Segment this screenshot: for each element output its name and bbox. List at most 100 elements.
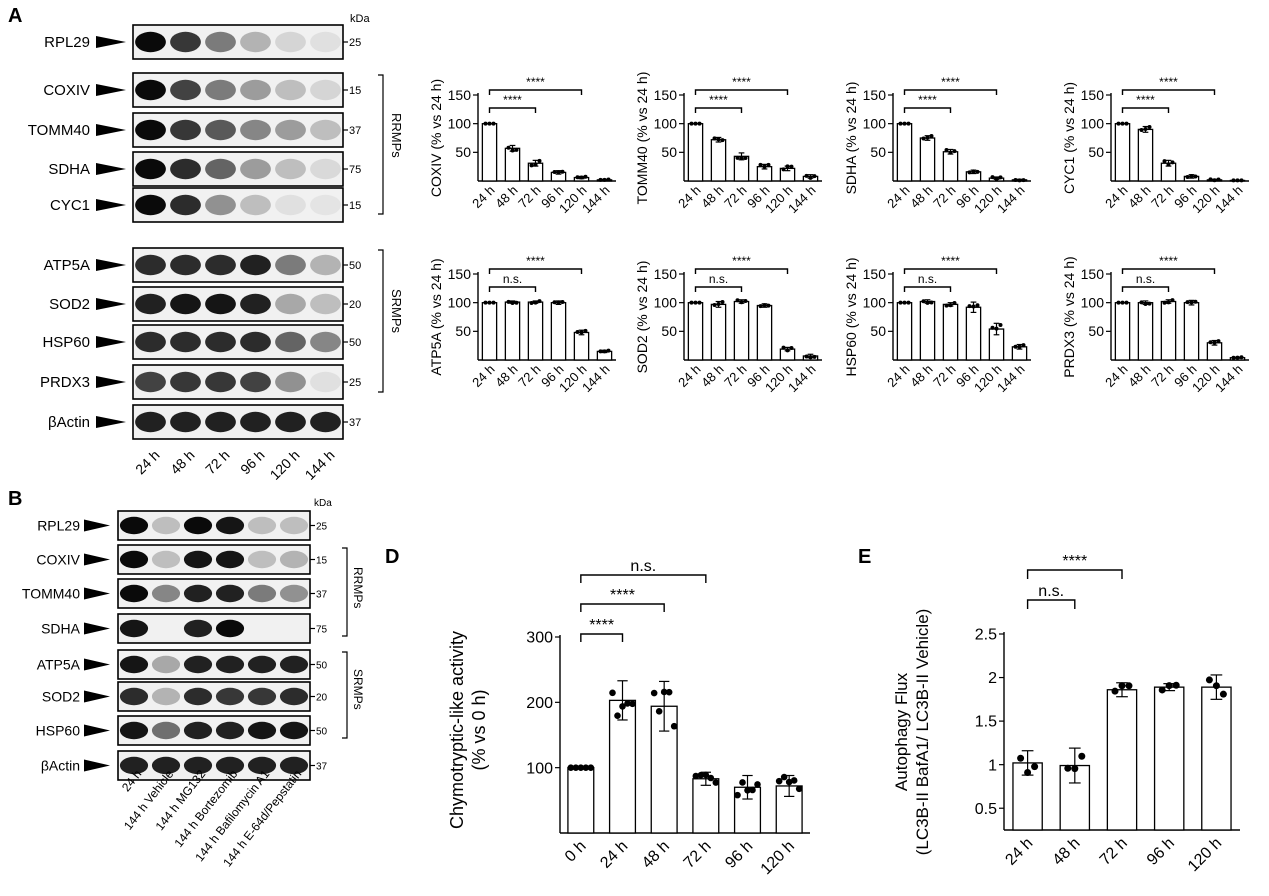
bar [896, 302, 913, 361]
chart-d: 100 200 300 Chymotryptic-like activity (% vs… [447, 558, 810, 878]
data-point [1013, 178, 1018, 183]
blot-band [170, 331, 201, 353]
data-point [1120, 121, 1125, 126]
bar [504, 301, 521, 361]
data-point [766, 162, 771, 167]
blot-band [275, 411, 306, 433]
data-point [1212, 682, 1220, 690]
significance-bracket [580, 633, 624, 642]
data-point [790, 777, 798, 784]
blot-band [215, 516, 245, 535]
data-point [1024, 768, 1032, 776]
data-point [1120, 300, 1125, 305]
data-point [1139, 300, 1144, 305]
significance-label: **** [1159, 75, 1178, 89]
data-point [689, 300, 694, 305]
x-tick-label: 96 h [1144, 835, 1178, 869]
x-tick-label: 96 h [722, 838, 756, 872]
blot-band [170, 254, 201, 276]
blot-band [310, 411, 341, 433]
kda-value: 75 [349, 164, 361, 176]
blot-row-label: TOMM40 [22, 586, 80, 602]
blot-strip [132, 72, 344, 108]
y-axis-label: ATP5A (% vs 24 h) [428, 258, 444, 375]
data-point [1166, 162, 1171, 167]
bar [567, 767, 595, 834]
significance-label: n.s. [918, 272, 937, 286]
blot-band [183, 756, 213, 775]
data-point [785, 348, 790, 353]
data-point [1147, 301, 1152, 306]
blot-band [170, 194, 201, 216]
data-point [812, 354, 817, 359]
significance-bracket [1121, 107, 1170, 113]
data-point [735, 298, 740, 303]
blot-band [135, 411, 166, 433]
data-point [1235, 178, 1240, 183]
kda-value: 15 [349, 200, 361, 212]
data-point [758, 162, 763, 167]
data-point [629, 700, 636, 708]
bar [756, 304, 773, 361]
x-tick-label: 48 h [907, 183, 936, 212]
data-point [929, 300, 934, 305]
y-tick-label: 2.5 [975, 627, 997, 644]
group-bracket-rrmps-a: RRMPs [378, 74, 404, 215]
data-point [921, 299, 926, 304]
x-tick-label: 48 h [492, 183, 521, 212]
bar [1114, 302, 1131, 361]
significance-bracket [1121, 286, 1170, 292]
x-tick-label: 0 h [562, 838, 590, 866]
blot-band [119, 687, 149, 706]
data-point [739, 156, 744, 161]
data-point [491, 121, 496, 126]
significance-bracket [694, 268, 789, 274]
data-point [898, 121, 903, 126]
blot-band [135, 119, 166, 141]
data-point [1021, 178, 1026, 183]
blot-band [310, 331, 341, 353]
blot-strip [132, 112, 344, 148]
data-point [510, 148, 515, 153]
x-tick-label: 72 h [681, 838, 715, 872]
data-point [670, 722, 678, 730]
y-tick-label: 100 [526, 760, 553, 777]
data-point [650, 689, 658, 697]
blot-row-label: SDHA [48, 161, 90, 178]
bar [710, 139, 727, 182]
data-point [744, 786, 751, 794]
data-point [510, 300, 515, 305]
blot-band [247, 721, 277, 740]
y-tick-label: 100 [654, 116, 678, 132]
arrow-icon [96, 124, 126, 136]
blot-band [183, 687, 213, 706]
data-point [720, 138, 725, 143]
data-point [754, 781, 761, 788]
data-point [1166, 300, 1171, 305]
bar [919, 300, 936, 361]
arrow-icon [96, 298, 126, 310]
data-point [1189, 173, 1194, 178]
data-point [552, 170, 557, 175]
blot-strip [117, 750, 311, 781]
blot-band [275, 331, 306, 353]
y-axis-label: TOMM40 (% vs 24 h) [634, 72, 650, 205]
blot-row-label: HSP60 [42, 334, 90, 351]
x-tick-label: 48 h [698, 183, 727, 212]
data-point [575, 175, 580, 180]
data-point [689, 121, 694, 126]
data-point [583, 328, 588, 333]
data-point [1231, 355, 1236, 360]
data-point [804, 173, 809, 178]
blot-band [170, 411, 201, 433]
significance-bracket [694, 286, 743, 292]
x-tick-label: 48 h [907, 362, 936, 391]
bar [942, 151, 959, 182]
significance-label: **** [732, 75, 751, 89]
data-point [693, 121, 698, 126]
data-point [990, 325, 995, 330]
significance-label: **** [610, 587, 635, 604]
blot-band [247, 584, 277, 603]
